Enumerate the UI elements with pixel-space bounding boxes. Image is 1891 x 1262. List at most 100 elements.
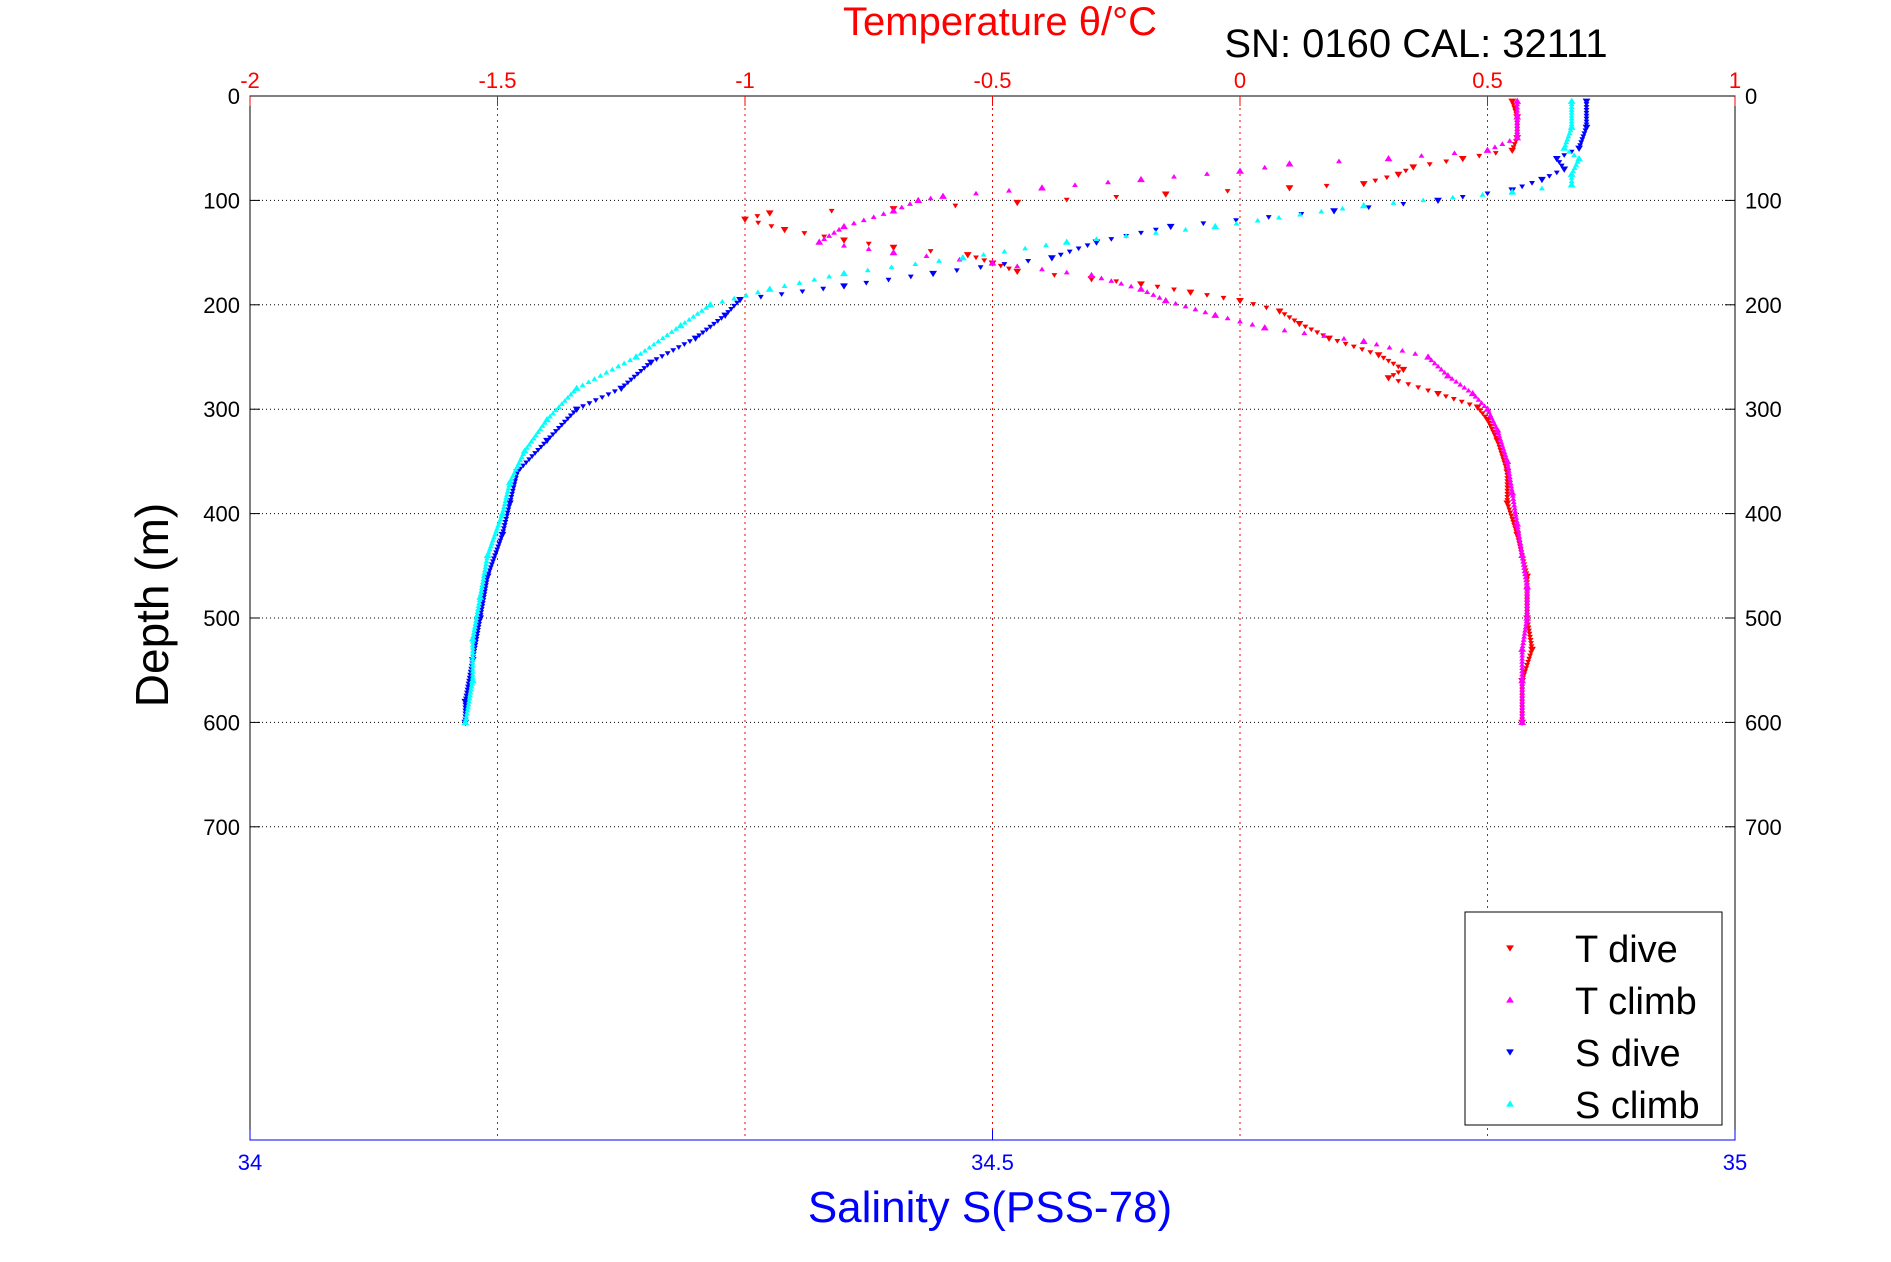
- data-point: [1526, 656, 1533, 662]
- data-point: [1583, 119, 1590, 125]
- data-point: [659, 354, 666, 359]
- data-point: [664, 332, 671, 338]
- data-point: [611, 389, 618, 395]
- data-point: [570, 388, 577, 394]
- data-point: [988, 259, 997, 266]
- data-point: [526, 457, 533, 463]
- temperature-tick-label: 0: [1234, 68, 1246, 93]
- data-point: [889, 248, 898, 256]
- data-point: [478, 607, 485, 612]
- data-point: [1144, 289, 1151, 294]
- data-point: [1093, 236, 1100, 241]
- data-point: [731, 295, 738, 301]
- data-point: [1561, 153, 1568, 158]
- data-point: [694, 311, 701, 316]
- data-point: [504, 510, 511, 516]
- data-point: [1275, 308, 1284, 315]
- depth-tick-label-left: 600: [203, 710, 240, 735]
- data-point: [1556, 160, 1563, 165]
- data-point: [1301, 330, 1308, 336]
- data-point: [1402, 168, 1409, 174]
- data-point: [1156, 295, 1163, 300]
- data-point: [880, 211, 887, 216]
- depth-tick-label-left: 700: [203, 815, 240, 840]
- data-point: [690, 313, 697, 319]
- data-point: [564, 416, 571, 422]
- data-point: [1526, 628, 1533, 634]
- data-point: [1581, 131, 1588, 137]
- data-point: [655, 338, 662, 344]
- data-point: [1172, 300, 1179, 306]
- data-point: [539, 423, 546, 428]
- depth-tick-label-left: 0: [228, 84, 240, 109]
- data-point: [501, 501, 508, 507]
- data-point: [1359, 181, 1368, 188]
- data-point: [1479, 192, 1486, 197]
- data-point: [1043, 242, 1049, 248]
- data-point: [1330, 208, 1338, 215]
- data-point: [1472, 393, 1479, 399]
- data-point: [498, 531, 507, 539]
- data-point: [691, 335, 700, 342]
- data-point: [1575, 145, 1583, 152]
- data-point: [555, 404, 562, 410]
- data-point: [1233, 218, 1239, 223]
- data-point: [502, 520, 509, 525]
- data-point: [1128, 283, 1135, 289]
- data-point: [1038, 184, 1046, 191]
- data-point: [889, 244, 898, 252]
- legend-label: T climb: [1575, 981, 1697, 1023]
- data-point: [1415, 385, 1422, 391]
- data-point: [1552, 156, 1561, 163]
- data-point: [476, 619, 483, 624]
- data-point: [703, 327, 710, 333]
- data-point: [1451, 150, 1458, 156]
- data-point: [474, 633, 480, 639]
- data-point: [1138, 230, 1144, 236]
- data-point: [1578, 140, 1585, 145]
- temperature-tick-label: -0.5: [974, 68, 1012, 93]
- data-point: [1291, 318, 1298, 324]
- data-point: [870, 214, 877, 220]
- data-point: [503, 495, 510, 500]
- data-point: [821, 236, 828, 241]
- data-point: [1573, 162, 1580, 167]
- data-point: [1482, 414, 1488, 420]
- data-point: [836, 226, 842, 232]
- data-point: [1254, 217, 1261, 223]
- data-point: [462, 696, 469, 702]
- data-point: [1508, 513, 1515, 519]
- data-point: [500, 529, 507, 535]
- data-point: [1260, 324, 1269, 331]
- data-point: [1441, 369, 1448, 375]
- data-point: [754, 214, 761, 219]
- data-point: [687, 339, 693, 344]
- data-point: [484, 577, 490, 582]
- data-point: [1443, 159, 1450, 165]
- data-point: [1057, 252, 1064, 258]
- data-point: [1113, 194, 1120, 200]
- data-point: [1211, 222, 1220, 230]
- data-point: [815, 238, 824, 245]
- data-point: [520, 463, 527, 469]
- data-point: [526, 441, 533, 447]
- data-point: [524, 445, 530, 450]
- data-point: [646, 344, 653, 350]
- data-point: [493, 550, 500, 556]
- data-point: [1395, 364, 1402, 370]
- data-point: [1487, 423, 1494, 429]
- data-point: [765, 210, 774, 217]
- data-point: [696, 333, 703, 339]
- data-point: [1014, 263, 1021, 269]
- data-point: [1538, 176, 1546, 184]
- data-point: [958, 254, 967, 261]
- data-point: [599, 395, 606, 401]
- data-point: [977, 265, 984, 270]
- data-point: [1468, 389, 1477, 397]
- data-point: [1047, 255, 1056, 262]
- data-point: [637, 351, 644, 356]
- series-s-dive: [461, 98, 1591, 727]
- data-point: [1511, 105, 1518, 111]
- data-point: [1152, 227, 1159, 233]
- data-point: [796, 280, 803, 285]
